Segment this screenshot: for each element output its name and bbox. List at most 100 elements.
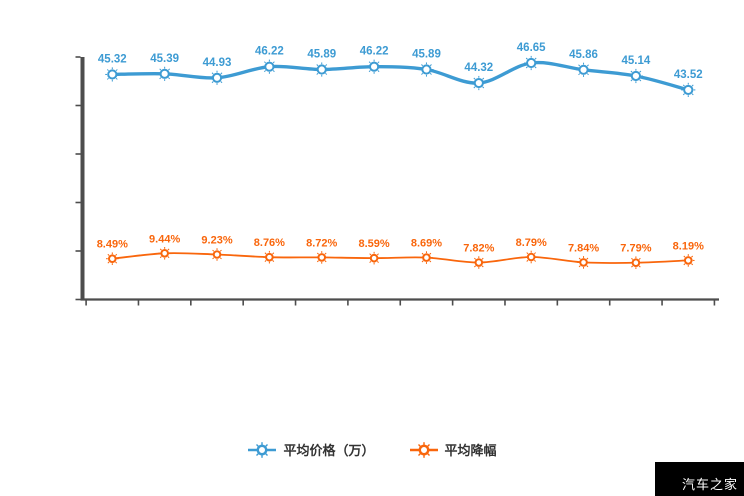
price-series-marker-ray (586, 64, 589, 67)
price-series-marker-ray (325, 72, 328, 75)
discount-series-point-marker[interactable] (369, 253, 379, 263)
price-series-marker-ray (421, 64, 424, 67)
discount-series-marker-ray (369, 260, 372, 263)
discount-series-marker-ray (474, 265, 476, 268)
price-series-point-marker[interactable] (526, 57, 537, 69)
discount-series-point-marker[interactable] (212, 250, 222, 259)
price-series-marker-ray (482, 86, 485, 89)
price-series-marker-ray (211, 81, 214, 84)
price-series-point-marker[interactable] (316, 64, 327, 75)
discount-series-point-marker[interactable] (265, 252, 274, 262)
price-series-point-label: 46.65 (517, 42, 546, 54)
price-series-point-marker[interactable] (159, 68, 170, 79)
discount-series-point-label: 8.49% (97, 239, 128, 251)
price-series-point-marker[interactable] (473, 77, 484, 89)
price-series-marker-ray (159, 68, 162, 71)
watermark-text: 汽车之家 (681, 477, 738, 492)
price-series-marker-ray (682, 84, 685, 87)
discount-series-point-label: 8.19% (673, 240, 704, 252)
discount-series-point-marker[interactable] (683, 256, 693, 265)
discount-series-marker-ray (631, 265, 634, 268)
discount-series-marker-ray (115, 261, 118, 264)
discount-series-point-marker[interactable] (317, 253, 327, 262)
price-series-marker-ray (691, 84, 694, 87)
discount-series-marker-ray (115, 253, 118, 256)
discount-series-marker-ray (159, 256, 162, 259)
discount-series-point-marker[interactable] (631, 258, 641, 268)
chart-legend: 平均价格（万） 平均降幅 (0, 441, 744, 459)
legend-label-average-discount: 平均降幅 (444, 442, 497, 458)
discount-series-point-label: 8.69% (411, 238, 442, 250)
price-series-marker-ray (691, 93, 694, 96)
discount-series-marker-ray (481, 257, 484, 260)
discount-series-marker-ray (534, 259, 536, 262)
discount-series-point-marker[interactable] (108, 254, 117, 264)
price-series-marker-ray (316, 72, 319, 75)
price-series-point-label: 45.89 (412, 49, 441, 61)
discount-series-marker-ray (219, 249, 222, 252)
discount-series-point-marker[interactable] (474, 258, 484, 267)
discount-series-marker-ray (107, 253, 110, 256)
price-series-point-label: 46.22 (360, 46, 389, 58)
discount-series-marker-ray (316, 260, 319, 263)
discount-series-marker-ray (264, 260, 267, 262)
legend-item-average-price[interactable]: 平均价格（万） (247, 441, 375, 459)
discount-series-point-label: 9.44% (149, 233, 180, 245)
discount-series-marker-ray (324, 260, 327, 263)
discount-series-marker-ray (272, 252, 275, 255)
price-series-marker-ray (482, 77, 485, 80)
price-series-marker-ray (377, 70, 380, 73)
price-series-marker-ray (368, 70, 371, 73)
discount-series-point-label: 8.79% (516, 237, 547, 249)
price-series-marker-ray (325, 64, 328, 67)
discount-series-marker-ray (481, 265, 484, 268)
discount-series-point-marker[interactable] (526, 252, 536, 262)
price-series-point-marker[interactable] (264, 61, 275, 72)
price-series-marker-ray (264, 61, 266, 64)
price-series-point-marker[interactable] (578, 64, 589, 75)
price-series-marker-ray (106, 77, 109, 80)
price-series-marker-ray (377, 61, 380, 64)
discount-series-marker-ray (272, 260, 275, 262)
price-series-marker-ray (272, 70, 275, 73)
discount-series-marker-ray (586, 265, 589, 268)
discount-series-marker-ray (376, 260, 379, 263)
price-series-marker-ray (429, 72, 432, 75)
discount-series-point-marker[interactable] (579, 258, 588, 267)
price-series-point-marker[interactable] (211, 72, 223, 83)
price-series-point-label: 44.32 (464, 62, 493, 74)
discount-series-marker-ray (212, 257, 215, 260)
price-series-marker-ray (639, 79, 642, 82)
price-series-marker-ray (682, 93, 685, 96)
price-series-point-marker[interactable] (107, 69, 118, 80)
price-series-marker-ray (534, 66, 537, 69)
price-series-point-label: 44.93 (203, 57, 232, 69)
price-series-marker-ray (586, 73, 589, 76)
discount-series-marker-ray (578, 265, 581, 268)
discount-series-marker-ray (474, 257, 476, 260)
discount-series-marker-ray (683, 263, 686, 266)
discount-series-marker-ray (316, 252, 319, 255)
discount-series-point-label: 9.23% (201, 234, 232, 246)
price-series-marker-ray (630, 70, 633, 73)
discount-series-point-marker[interactable] (422, 253, 431, 262)
discount-series-line (111, 252, 690, 264)
price-series-point-marker[interactable] (630, 70, 642, 82)
discount-series-marker-ray (691, 263, 694, 266)
discount-series-marker-ray (526, 252, 529, 255)
price-series-point-marker[interactable] (421, 64, 432, 75)
price-series-point-label: 46.22 (255, 46, 284, 58)
legend-item-average-discount[interactable]: 平均降幅 (409, 441, 497, 459)
discount-series-point-marker[interactable] (160, 249, 169, 258)
price-series-marker-ray (316, 64, 319, 67)
price-series-point-marker[interactable] (683, 84, 694, 96)
discount-series-marker-ray (638, 265, 641, 268)
discount-series-marker-ray (376, 253, 379, 256)
price-series-line (110, 60, 690, 92)
price-series-point-label: 45.32 (98, 53, 127, 65)
price-series-point-label: 45.89 (307, 49, 336, 61)
discount-series-marker-ray (159, 248, 162, 251)
price-series-marker-ray (106, 69, 109, 72)
discount-series-point-label: 8.59% (358, 238, 389, 250)
price-series-point-marker[interactable] (369, 61, 380, 72)
